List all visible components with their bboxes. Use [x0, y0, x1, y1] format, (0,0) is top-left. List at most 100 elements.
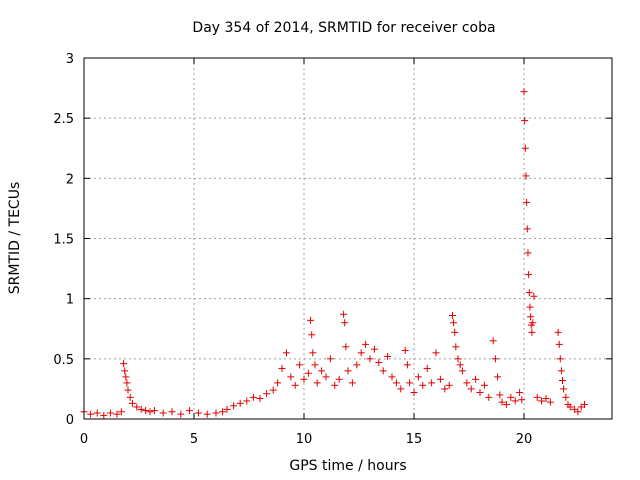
data-point [342, 343, 350, 351]
data-point [366, 355, 374, 363]
data-point [392, 379, 400, 387]
data-point [243, 397, 251, 405]
data-point [106, 409, 114, 417]
data-point [100, 411, 108, 419]
data-point [520, 88, 528, 96]
data-point [521, 117, 529, 125]
data-point [523, 225, 531, 233]
data-point [137, 405, 145, 413]
data-point [581, 401, 588, 409]
data-point [362, 340, 370, 348]
data-point [436, 375, 444, 383]
data-point [186, 407, 194, 415]
data-point [557, 367, 565, 375]
data-point [560, 385, 568, 393]
data-series-srmtid [80, 88, 588, 419]
data-point [113, 410, 121, 418]
x-tick-label: 5 [190, 432, 198, 447]
data-point [318, 367, 326, 375]
y-tick-label: 2.5 [53, 112, 74, 127]
data-point [472, 375, 480, 383]
data-point [203, 410, 211, 418]
data-point [516, 389, 524, 397]
data-point [388, 373, 396, 381]
data-point [123, 379, 131, 387]
data-point [546, 398, 554, 406]
data-point [450, 319, 458, 327]
data-point [467, 385, 475, 393]
data-point [555, 340, 563, 348]
data-point [344, 367, 352, 375]
data-point [263, 390, 271, 398]
grid-lines [84, 58, 612, 419]
data-point [406, 379, 414, 387]
x-tick-label: 20 [516, 432, 533, 447]
data-point [335, 375, 343, 383]
data-point [494, 373, 502, 381]
data-point [249, 393, 257, 401]
data-point [308, 331, 316, 339]
data-point [309, 349, 317, 357]
data-point [523, 198, 531, 206]
data-point [133, 403, 141, 411]
data-point [428, 379, 436, 387]
data-point [311, 361, 319, 369]
data-point [194, 409, 202, 417]
data-point [485, 393, 493, 401]
data-point [322, 373, 330, 381]
data-point [121, 367, 129, 375]
data-point [274, 379, 282, 387]
plot-frame [83, 57, 613, 420]
data-point [212, 409, 220, 417]
data-point [452, 343, 460, 351]
x-tick-label: 10 [296, 432, 313, 447]
y-axis-label: SRMTID / TECUs [7, 182, 23, 295]
data-point [518, 396, 526, 404]
data-point [291, 381, 299, 389]
data-point [489, 337, 497, 345]
data-point [521, 144, 529, 152]
data-point [529, 319, 537, 327]
chart-title: Day 354 of 2014, SRMTID for receiver cob… [192, 20, 495, 36]
data-point [326, 355, 334, 363]
data-point [401, 346, 409, 354]
data-point [304, 369, 312, 377]
data-point [526, 303, 534, 311]
data-point [507, 393, 515, 401]
data-point [525, 271, 533, 279]
data-point [441, 385, 449, 393]
data-point [559, 376, 566, 384]
data-point [331, 381, 339, 389]
data-point [403, 361, 411, 369]
data-point [340, 310, 348, 318]
data-point [150, 407, 158, 415]
data-point [236, 399, 244, 407]
data-point [375, 358, 383, 366]
data-point [296, 361, 304, 369]
data-point [128, 399, 136, 407]
data-point [454, 355, 462, 363]
y-tick-label: 1 [66, 293, 74, 308]
data-point [117, 408, 125, 416]
data-point [496, 391, 504, 399]
data-point [522, 172, 530, 180]
data-point [451, 328, 459, 336]
data-point [287, 373, 295, 381]
x-axis-label: GPS time / hours [289, 458, 406, 474]
data-point [502, 401, 510, 409]
data-point [300, 375, 308, 383]
data-point [449, 312, 456, 320]
data-point [353, 361, 361, 369]
data-point [542, 395, 550, 403]
data-point [476, 389, 484, 397]
data-point [282, 349, 290, 357]
y-tick-label: 1.5 [53, 233, 74, 248]
data-point [410, 389, 418, 397]
data-point [456, 361, 464, 369]
data-point [414, 373, 422, 381]
data-point [120, 360, 128, 368]
data-point [87, 410, 95, 418]
axis-ticks: 0 0.5 1 1.5 2 2.5 3 0 5 10 15 20 [53, 52, 612, 447]
data-point [562, 393, 570, 401]
data-point [348, 379, 356, 387]
